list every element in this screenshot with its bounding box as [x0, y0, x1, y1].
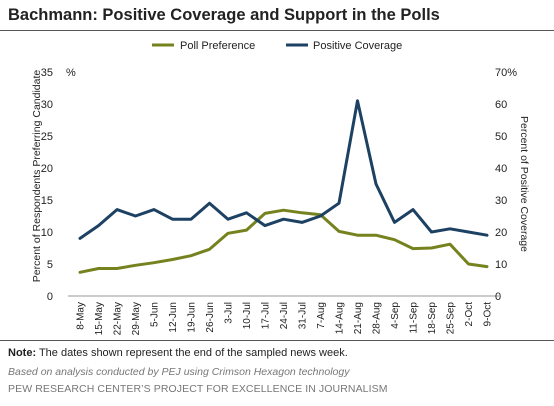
y-right-tick-label: 60 [495, 99, 507, 111]
y-left-tick-label: 0 [47, 291, 53, 303]
y-right-tick-label: 20 [495, 227, 507, 239]
y-right-tick-label: 30 [495, 195, 507, 207]
data-point-poll-preference [245, 228, 248, 232]
x-tick-label: 3-Jul [224, 302, 235, 324]
data-point-positive-coverage [485, 234, 489, 237]
data-point-poll-preference [300, 211, 304, 214]
legend-label-positive-coverage: Positive Coverage [313, 40, 402, 52]
data-point-poll-preference [356, 234, 359, 237]
y-right-tick-label: 0 [495, 291, 501, 303]
x-tick-label: 7-Aug [316, 302, 327, 329]
x-tick-label: 11-Sep [409, 302, 420, 334]
data-point-positive-coverage [97, 224, 100, 227]
y-left-axis-title: Percent of Respondents Preferring Candid… [31, 70, 43, 283]
x-tick-label: 19-Jun [187, 302, 198, 333]
data-point-poll-preference [78, 271, 82, 274]
x-tick-label: 12-Jun [168, 302, 179, 333]
footer-divider [0, 340, 554, 341]
x-tick-label: 4-Sep [390, 302, 401, 329]
data-point-poll-preference [189, 254, 193, 257]
y-left-tick-label: 5 [47, 259, 53, 271]
data-point-poll-preference [374, 234, 378, 237]
y-left-tick-label: 35 [41, 67, 53, 79]
x-tick-label: 21-Aug [353, 302, 364, 334]
series-line-positive-coverage [78, 99, 489, 240]
x-tick-label: 29-May [131, 302, 142, 335]
data-point-positive-coverage [245, 211, 248, 214]
x-tick-label: 24-Jul [279, 302, 290, 329]
x-tick-label: 15-May [94, 302, 105, 335]
data-point-poll-preference [152, 261, 156, 264]
data-point-positive-coverage [282, 218, 285, 221]
data-point-poll-preference [134, 264, 137, 267]
x-tick-label: 17-Jul [261, 302, 272, 329]
data-point-poll-preference [208, 248, 211, 251]
data-point-positive-coverage [319, 214, 322, 218]
y-left-tick-label: 10 [41, 227, 53, 239]
y-left-tick-label: 25 [41, 131, 53, 143]
data-point-positive-coverage [115, 208, 119, 211]
x-tick-label: 5-Jun [150, 302, 161, 327]
y-right-tick-label: 50 [495, 131, 507, 143]
data-point-poll-preference [97, 267, 100, 270]
x-tick-label: 8-May [76, 302, 87, 330]
x-tick-label: 2-Oct [464, 302, 475, 327]
data-point-poll-preference [226, 232, 230, 235]
title-divider [0, 30, 554, 31]
data-point-positive-coverage [263, 224, 267, 227]
data-point-poll-preference [485, 265, 489, 268]
line-chart: Poll Preference Positive Coverage 0 5 10 15 20… [31, 40, 530, 335]
data-point-positive-coverage [171, 218, 174, 221]
data-point-poll-preference [467, 262, 470, 266]
x-tick-label: 22-May [113, 302, 124, 335]
data-point-poll-preference [430, 246, 433, 250]
x-tick-label: 31-Jul [298, 302, 309, 329]
data-point-poll-preference [411, 247, 415, 250]
data-point-poll-preference [171, 258, 174, 261]
data-point-positive-coverage [411, 208, 415, 211]
data-point-poll-preference [337, 230, 341, 233]
data-point-poll-preference [263, 212, 267, 215]
note-label: Note: [8, 347, 37, 359]
data-point-positive-coverage [448, 227, 452, 230]
x-tick-label: 18-Sep [427, 302, 438, 335]
data-point-positive-coverage [374, 182, 378, 186]
chart-note: Note: The dates shown represent the end … [8, 347, 348, 359]
data-point-positive-coverage [356, 99, 359, 103]
y-right-axis-title: Percent of Positive Coverage [518, 116, 530, 252]
y-right-tick-label: 40 [495, 163, 507, 175]
data-point-positive-coverage [208, 202, 211, 205]
x-tick-label: 14-Aug [335, 302, 346, 334]
data-point-positive-coverage [300, 221, 304, 224]
source-line: PEW RESEARCH CENTER’S PROJECT FOR EXCELL… [8, 383, 388, 395]
y-right-tick-label: 10 [495, 259, 507, 271]
data-point-positive-coverage [134, 214, 137, 218]
x-tick-label: 28-Aug [372, 302, 383, 334]
x-tick-label: 25-Sep [446, 302, 457, 335]
data-point-poll-preference [448, 243, 452, 246]
data-point-positive-coverage [189, 218, 193, 221]
chart-title: Bachmann: Positive Coverage and Support … [8, 6, 440, 24]
data-point-positive-coverage [337, 202, 341, 205]
data-point-poll-preference [115, 267, 119, 270]
y-left-tick-label: 30 [41, 99, 53, 111]
y-left-unit-label: % [66, 67, 76, 79]
x-tick-label: 9-Oct [483, 302, 494, 327]
note-text: The dates shown represent the end of the… [36, 347, 348, 359]
data-point-positive-coverage [393, 221, 396, 224]
y-left-tick-label: 15 [41, 195, 53, 207]
x-tick-label: 26-Jun [205, 302, 216, 333]
data-point-positive-coverage [78, 237, 82, 240]
x-tick-label: 10-Jul [242, 302, 253, 329]
legend-label-poll-preference: Poll Preference [180, 40, 255, 52]
analysis-credit: Based on analysis conducted by PEJ using… [8, 366, 350, 378]
data-point-positive-coverage [226, 218, 230, 221]
data-point-positive-coverage [430, 230, 433, 234]
data-point-positive-coverage [467, 230, 470, 234]
y-right-tick-label: 70% [495, 67, 517, 79]
data-point-positive-coverage [152, 208, 156, 211]
data-point-poll-preference [282, 209, 285, 212]
data-point-poll-preference [393, 238, 396, 241]
y-left-tick-label: 20 [41, 163, 53, 175]
